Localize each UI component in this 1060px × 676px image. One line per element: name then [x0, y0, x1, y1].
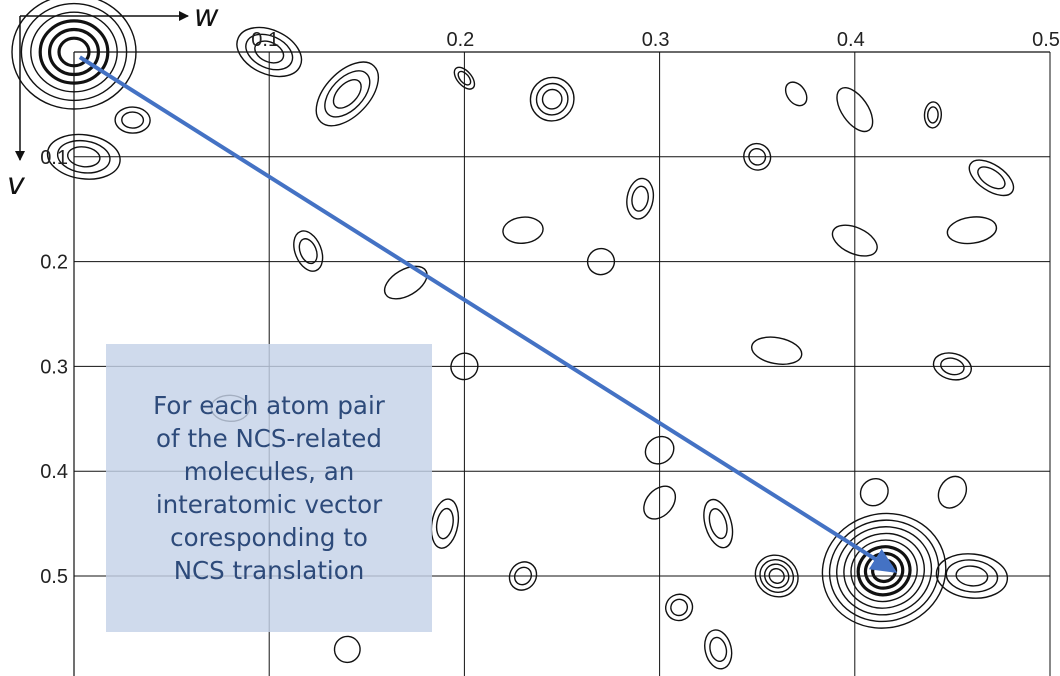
- x-tick-label-1: 0.2: [446, 29, 474, 51]
- x-axis-label: w: [194, 0, 219, 34]
- contour-peak-2-ring-3: [768, 568, 785, 584]
- y-tick-label-1: 0.2: [40, 252, 68, 274]
- contour-peak-20-ring-0: [750, 336, 803, 365]
- contour-peak-19-ring-0: [644, 435, 675, 465]
- contour-peak-27-ring-0: [704, 629, 733, 670]
- contour-peak-23-ring-0: [114, 106, 151, 134]
- contour-peak-22-ring-0: [453, 66, 476, 90]
- contour-peak-26-ring-1: [670, 598, 689, 617]
- contour-peak-2-ring-1: [759, 559, 795, 593]
- contour-peak-4-ring-0: [529, 76, 575, 122]
- axes-layer: 0.1 0.2 0.3 0.4 0.5 0.1 0.2 0.3 0.4 0.5 w v: [7, 0, 1060, 588]
- contour-peak-34-ring-0: [831, 224, 878, 257]
- contour-peak-7-ring-0: [315, 61, 380, 127]
- contour-peak-3-ring-2: [955, 565, 989, 587]
- contour-peak-13-ring-0: [968, 159, 1015, 197]
- contour-peak-1-ring-4: [850, 539, 918, 603]
- contour-peak-1-ring-5: [856, 545, 912, 597]
- contour-layer: [11, 0, 1015, 670]
- contour-peak-32-ring-0: [643, 485, 677, 520]
- contour-peak-3-ring-1: [945, 559, 999, 593]
- contour-peak-9-ring-0: [626, 177, 655, 220]
- contour-peak-28-ring-0: [937, 475, 968, 509]
- vector-layer: [78, 55, 898, 573]
- contour-peak-30-ring-0: [586, 247, 616, 276]
- grid-layer: [73, 51, 1051, 676]
- contour-peak-11-ring-0: [836, 87, 874, 133]
- contour-peak-1-ring-3: [843, 532, 926, 609]
- contour-peak-10-ring-0: [502, 216, 544, 244]
- contour-peak-8-ring-1: [748, 147, 767, 166]
- contour-peak-3-ring-0: [935, 553, 1009, 599]
- contour-peak-24-ring-1: [513, 566, 533, 586]
- annotation-line-0: For each atom pair: [153, 390, 385, 420]
- contour-peak-8-ring-0: [743, 142, 772, 171]
- contour-peak-15-ring-0: [703, 498, 734, 549]
- annotation-line-1: of the NCS-related: [156, 423, 382, 453]
- x-tick-label-4: 0.5: [1032, 29, 1060, 51]
- contour-peak-5-ring-1: [56, 139, 111, 174]
- contour-peak-6-ring-2: [254, 40, 285, 64]
- contour-peak-7-ring-2: [332, 79, 362, 109]
- y-tick-label-4: 0.5: [40, 566, 68, 588]
- y-tick-label-0: 0.1: [40, 147, 68, 169]
- contour-peak-24-ring-0: [508, 561, 538, 591]
- contour-peak-33-ring-0: [946, 216, 998, 245]
- annotation-line-2: molecules, an: [183, 456, 355, 486]
- annotation-line-3: interatomic vector: [155, 490, 383, 519]
- contour-peak-21-ring-1: [298, 238, 318, 265]
- contour-peak-31-ring-0: [333, 635, 361, 664]
- contour-peak-7-ring-1: [324, 70, 371, 118]
- contour-peak-4-ring-2: [541, 88, 563, 110]
- y-tick-label-3: 0.4: [40, 461, 68, 483]
- y-axis-label: v: [7, 167, 26, 202]
- contour-peak-29-ring-0: [859, 477, 889, 507]
- contour-peak-14-ring-1: [940, 357, 965, 376]
- ncs-translation-vector-arrow: [78, 55, 898, 573]
- contour-peak-23-ring-1: [121, 111, 145, 129]
- contour-peak-5-ring-0: [46, 133, 121, 180]
- annotation-line-5: NCS translation: [173, 556, 365, 586]
- contour-peak-1-ring-1: [828, 519, 940, 623]
- x-tick-label-2: 0.3: [642, 29, 670, 51]
- y-tick-label-2: 0.3: [40, 356, 68, 378]
- contour-peak-5-ring-2: [66, 146, 101, 168]
- contour-peak-6-ring-1: [245, 33, 294, 71]
- contour-peak-4-ring-1: [535, 82, 569, 116]
- contour-peak-26-ring-0: [665, 593, 694, 622]
- contour-peak-27-ring-1: [709, 636, 728, 663]
- contour-peak-13-ring-1: [977, 166, 1006, 190]
- x-tick-label-0: 0.1: [251, 29, 279, 51]
- contour-peak-6-ring-0: [236, 26, 303, 78]
- contour-peak-25-ring-1: [435, 507, 454, 540]
- contour-peak-21-ring-0: [293, 230, 324, 272]
- contour-peak-2-ring-0: [754, 554, 799, 598]
- contour-peak-9-ring-1: [631, 185, 649, 212]
- annotation-callout: For each atom pair of the NCS-related mole…: [106, 344, 432, 632]
- contour-peak-22-ring-1: [457, 70, 472, 86]
- annotation-line-4: coresponding to: [170, 523, 368, 553]
- x-tick-label-3: 0.4: [837, 29, 865, 51]
- contour-peak-16-ring-0: [450, 352, 479, 381]
- contour-peak-25-ring-0: [430, 498, 460, 549]
- contour-peak-12-ring-1: [926, 106, 939, 124]
- contour-peak-2-ring-2: [763, 563, 790, 589]
- contour-peak-17-ring-0: [383, 265, 428, 300]
- annotation-text: For each atom pair of the NCS-related mole…: [153, 389, 385, 587]
- contour-peak-1-ring-0: [821, 512, 947, 629]
- contour-peak-1-ring-2: [836, 526, 933, 616]
- contour-peak-18-ring-0: [784, 81, 808, 107]
- contour-peak-15-ring-1: [708, 508, 728, 540]
- contour-peak-12-ring-0: [923, 101, 943, 129]
- contour-peak-14-ring-0: [932, 352, 972, 381]
